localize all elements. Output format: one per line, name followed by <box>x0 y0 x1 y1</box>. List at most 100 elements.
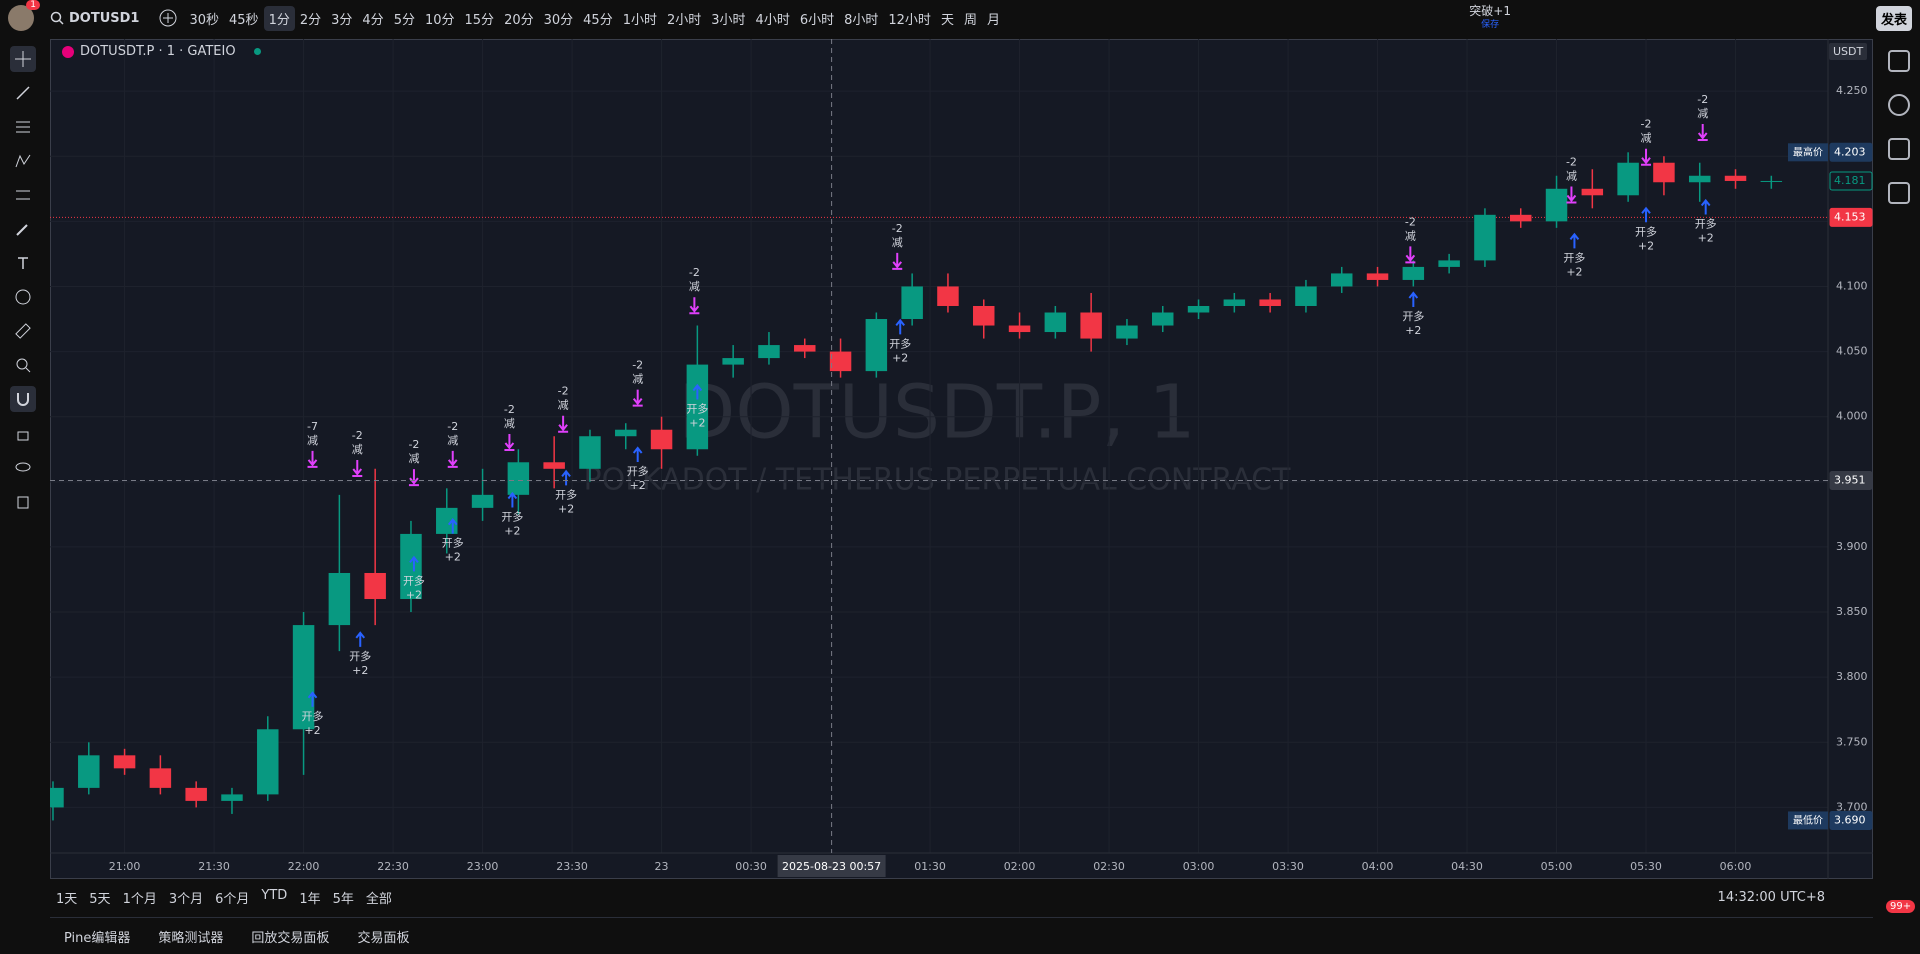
layers-icon[interactable] <box>1888 138 1910 160</box>
x-tick-label: 01:30 <box>914 860 946 873</box>
x-tick-label: 21:30 <box>198 860 230 873</box>
interval-button[interactable]: 12小时 <box>888 12 931 28</box>
interval-button[interactable]: 周 <box>963 12 977 28</box>
candle-body <box>1653 162 1675 183</box>
candle-body <box>543 462 565 469</box>
magnet-tool[interactable] <box>10 386 36 412</box>
forecast-tool[interactable] <box>10 182 36 208</box>
signal-arrow <box>1569 232 1580 249</box>
currency-selector[interactable]: USDT <box>1829 43 1868 60</box>
range-button[interactable]: 3个月 <box>168 891 204 907</box>
ruler-tool[interactable] <box>10 318 36 344</box>
chat-icon[interactable] <box>1888 182 1910 204</box>
signal-label: 开多 <box>302 709 324 723</box>
interval-button[interactable]: 2分 <box>299 12 322 28</box>
y-tick-label: 4.000 <box>1836 410 1868 423</box>
interval-button[interactable]: 45分 <box>583 12 613 28</box>
range-button[interactable]: 6个月 <box>215 891 250 907</box>
candle-body <box>901 286 923 320</box>
trend-line-tool[interactable] <box>10 80 36 106</box>
watermark: DOTUSDT.P, 1 <box>678 370 1195 456</box>
x-tick-label: 23:30 <box>556 860 588 873</box>
interval-button[interactable]: 3分 <box>331 12 353 28</box>
panel-tab[interactable]: 回放交易面板 <box>251 930 330 946</box>
panel-tab[interactable]: Pine编辑器 <box>64 930 131 946</box>
interval-button[interactable]: 45秒 <box>229 12 259 28</box>
zoom-tool[interactable] <box>10 352 36 378</box>
interval-list: 30秒 45秒 1分 2分 3分 4分 5分 10分 15分 20分 30分 45分 1小时 2小时 3小时… <box>184 5 1005 31</box>
visibility-tool[interactable] <box>10 454 36 480</box>
crosshair-x-label: 2025-08-23 00:57 <box>782 860 881 873</box>
interval-button[interactable]: 5分 <box>393 12 415 28</box>
pattern-tool[interactable] <box>10 148 36 174</box>
signal-arrow <box>1566 186 1577 204</box>
high-name: 最高价 <box>1793 145 1823 158</box>
high-price-tag <box>1829 142 1873 162</box>
signal-label: 减 <box>504 417 515 430</box>
interval-button[interactable]: 1小时 <box>622 12 657 28</box>
interval-button[interactable]: 15分 <box>464 12 495 28</box>
interval-button[interactable]: 8小时 <box>844 12 879 28</box>
symbol[interactable]: DOTUSD1 <box>69 10 140 26</box>
signal-label: 减 <box>558 399 569 412</box>
panel-tab[interactable]: 交易面板 <box>357 930 410 946</box>
interval-button[interactable]: 4分 <box>362 12 384 28</box>
range-button[interactable]: 全部 <box>365 891 392 907</box>
signal-label: 减 <box>1405 229 1416 242</box>
range-button[interactable]: 5年 <box>332 891 354 907</box>
range-button[interactable]: 5天 <box>89 891 111 907</box>
interval-button[interactable]: 1分 <box>263 5 295 31</box>
layout-name[interactable]: 突破+1 保存 <box>1464 2 1516 34</box>
text-tool[interactable] <box>10 250 36 276</box>
interval-button[interactable]: 3小时 <box>711 12 746 28</box>
range-button[interactable]: 1年 <box>299 891 321 907</box>
left-toolbar <box>0 38 46 953</box>
signal-label: 开多 <box>1695 216 1717 230</box>
trash-tool[interactable] <box>10 488 36 514</box>
avatar[interactable]: 1 <box>8 0 40 31</box>
signal-arrow <box>558 415 569 433</box>
fib-tool[interactable] <box>10 114 36 140</box>
panel-tab[interactable]: 策略测试器 <box>158 930 224 946</box>
signal-arrow <box>895 318 905 335</box>
signal-arrow <box>632 446 643 462</box>
signal-arrow <box>409 555 419 572</box>
interval-button[interactable]: 30分 <box>543 12 574 28</box>
alerts-icon[interactable] <box>1888 94 1910 116</box>
lock-tool[interactable] <box>10 420 36 446</box>
interval-button[interactable]: 月 <box>986 12 1000 28</box>
interval-button[interactable]: 30秒 <box>189 12 220 28</box>
brush-tool[interactable] <box>10 216 36 242</box>
range-button[interactable]: YTD <box>261 887 288 903</box>
interval-button[interactable]: 天 <box>940 12 954 28</box>
x-tick-label: 04:30 <box>1451 860 1483 873</box>
range-button[interactable]: 1天 <box>56 891 78 907</box>
publish-button[interactable]: 发表 <box>1875 5 1912 31</box>
signal-label: 减 <box>1641 132 1652 145</box>
signal-label: 开多 <box>1635 224 1657 238</box>
candle-body <box>185 787 207 801</box>
crosshair-tool[interactable] <box>10 46 36 72</box>
candle-body <box>973 305 995 326</box>
add-symbol[interactable] <box>158 8 178 28</box>
signal-label: +2 <box>1638 239 1654 252</box>
candle-body <box>794 345 816 352</box>
watchlist-icon[interactable] <box>1888 50 1910 72</box>
candle-body <box>1545 188 1568 222</box>
x-tick-label: 21:00 <box>109 860 141 873</box>
signal-label: 减 <box>352 443 363 456</box>
range-button[interactable]: 1个月 <box>122 891 157 907</box>
bottom-panel: Pine编辑器 策略测试器 回放交易面板 交易面板 <box>50 917 1873 954</box>
signal-arrow <box>561 469 571 486</box>
candle-body <box>758 345 780 359</box>
interval-button[interactable]: 4小时 <box>755 12 790 28</box>
price-line-tag <box>1829 207 1873 227</box>
emoji-tool[interactable] <box>10 284 36 310</box>
signal-label: 开多 <box>442 536 464 550</box>
candle-body <box>865 319 888 372</box>
interval-button[interactable]: 2小时 <box>666 12 702 28</box>
interval-button[interactable]: 6小时 <box>799 12 835 28</box>
interval-button[interactable]: 10分 <box>424 12 455 28</box>
interval-button[interactable]: 20分 <box>504 12 534 28</box>
candle-body <box>1617 162 1639 196</box>
